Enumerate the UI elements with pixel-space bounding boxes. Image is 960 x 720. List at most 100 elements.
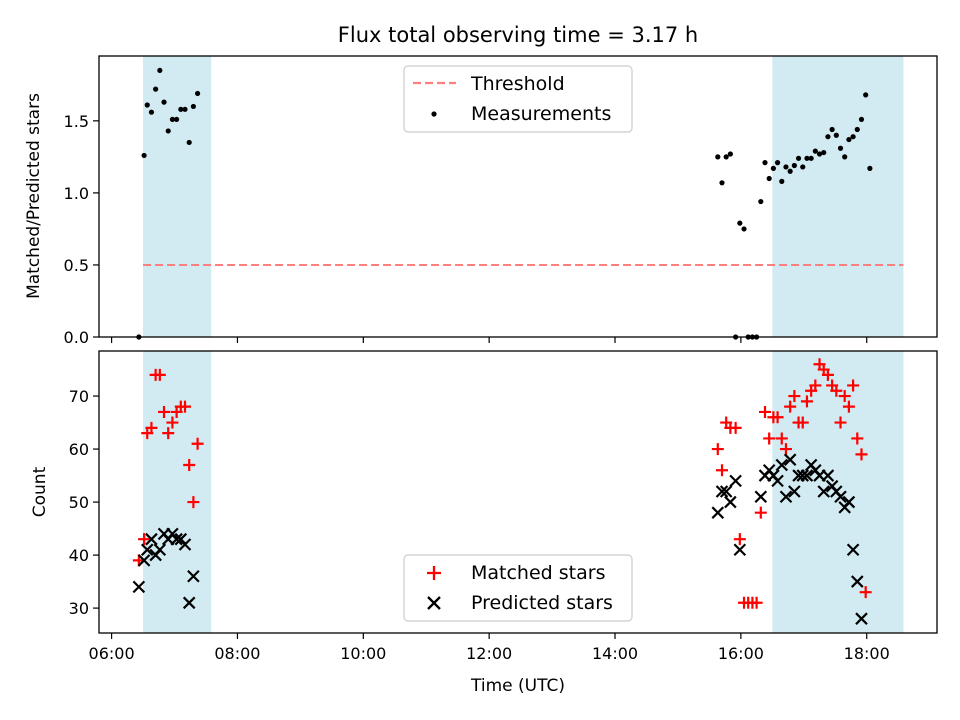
matched-star-point bbox=[796, 416, 809, 429]
x-tick-label: 08:00 bbox=[214, 644, 260, 663]
matched-star-point bbox=[166, 416, 179, 429]
measurement-point bbox=[829, 126, 835, 133]
y-tick-label: 1.0 bbox=[64, 184, 89, 203]
shaded-band bbox=[772, 56, 904, 337]
measurement-point bbox=[804, 155, 810, 161]
y-tick-label: 0.5 bbox=[64, 256, 89, 275]
measurement-point bbox=[153, 86, 159, 92]
measurement-point bbox=[766, 175, 772, 182]
predicted-star-point bbox=[842, 495, 856, 509]
predicted-star-point bbox=[733, 543, 747, 557]
predicted-star-point bbox=[855, 612, 868, 625]
matched-star-point bbox=[821, 368, 834, 381]
predicted-star-point bbox=[137, 554, 151, 567]
predicted-star-point bbox=[715, 485, 729, 498]
measurement-point bbox=[850, 134, 856, 140]
predicted-star-point bbox=[817, 485, 831, 498]
matched-star-point bbox=[859, 586, 872, 599]
measurement-point bbox=[719, 180, 725, 186]
measurement-point bbox=[783, 164, 789, 170]
legend-predicted-label: Predicted stars bbox=[471, 592, 613, 614]
measurement-point bbox=[774, 160, 781, 166]
measurement-point bbox=[141, 152, 147, 159]
matched-star-point bbox=[788, 390, 801, 403]
matched-star-point bbox=[711, 443, 724, 456]
measurement-point bbox=[833, 132, 839, 138]
matched-star-point bbox=[138, 533, 151, 546]
measurement-point bbox=[194, 90, 201, 97]
predicted-star-point bbox=[170, 532, 183, 546]
top-y-ticks: 0.0 0.5 1.0 1.5 bbox=[64, 112, 99, 347]
matched-star-point bbox=[153, 368, 166, 381]
y-tick-label: 50 bbox=[69, 493, 89, 512]
shaded-band bbox=[143, 351, 212, 633]
measurement-point bbox=[715, 154, 721, 160]
top-panel: 0.0 0.5 1.0 1.5 Matched/Predicted stars Thr… bbox=[24, 55, 938, 347]
measurement-point bbox=[727, 151, 733, 157]
predicted-star-point bbox=[187, 570, 200, 583]
matched-star-point bbox=[179, 400, 192, 413]
measurement-point bbox=[800, 164, 806, 170]
measurement-point bbox=[762, 160, 768, 166]
measurement-point bbox=[174, 116, 180, 123]
predicted-star-point bbox=[140, 543, 154, 557]
predicted-star-point bbox=[851, 575, 864, 588]
predicted-star-point bbox=[132, 580, 146, 594]
measurement-point bbox=[842, 154, 848, 160]
shaded-band bbox=[143, 56, 212, 337]
matched-star-point bbox=[847, 379, 860, 392]
matched-star-point bbox=[838, 390, 851, 403]
measurement-point bbox=[867, 165, 873, 171]
top-x-ticks bbox=[110, 337, 868, 343]
measurement-point bbox=[186, 139, 192, 146]
measurement-point bbox=[190, 103, 196, 110]
matched-star-point bbox=[729, 421, 742, 434]
matched-star-point bbox=[162, 427, 175, 440]
predicted-star-point bbox=[711, 506, 725, 519]
predicted-star-point bbox=[145, 532, 158, 546]
predicted-star-point bbox=[771, 474, 784, 488]
matched-star-point bbox=[771, 411, 784, 424]
bottom-legend: Matched stars Predicted stars bbox=[403, 554, 633, 622]
bottom-y-ticks: 30 40 50 60 70 bbox=[69, 387, 99, 618]
measurement-point bbox=[808, 155, 814, 161]
legend-predicted-swatch bbox=[427, 596, 441, 610]
predicted-star-point bbox=[796, 469, 810, 482]
bottom-axes-frame bbox=[98, 350, 938, 634]
matched-star-point bbox=[187, 496, 200, 509]
y-tick-label: 40 bbox=[69, 546, 89, 565]
y-tick-label: 60 bbox=[69, 440, 89, 459]
measurement-point bbox=[821, 149, 827, 156]
measurement-point bbox=[854, 126, 860, 133]
measurement-point bbox=[779, 178, 785, 184]
predicted-star-point bbox=[729, 474, 742, 488]
matched-star-point bbox=[758, 405, 771, 418]
measurement-point bbox=[770, 165, 776, 171]
bottom-panel: 30 40 50 60 70 06:00 08:00 10:00 12:00 14:00 16:0… bbox=[30, 350, 938, 696]
top-legend: Threshold Measurements bbox=[403, 65, 633, 133]
measurement-point bbox=[165, 128, 171, 134]
legend-matched-swatch bbox=[427, 566, 441, 580]
measurement-point bbox=[148, 109, 155, 115]
measurement-point bbox=[741, 226, 747, 232]
measurement-points bbox=[136, 67, 873, 340]
predicted-star-point bbox=[783, 453, 797, 466]
measurement-point bbox=[169, 116, 176, 123]
measurement-point bbox=[812, 148, 818, 154]
predicted-star-point bbox=[846, 543, 860, 557]
matched-star-point bbox=[750, 596, 763, 609]
measurement-point bbox=[787, 168, 793, 174]
measurement-point bbox=[863, 92, 869, 98]
bottom-y-axis-label: Count bbox=[30, 466, 50, 517]
matched-star-point bbox=[851, 432, 864, 445]
predicted-star-point bbox=[182, 596, 196, 610]
matched-star-point bbox=[809, 379, 822, 392]
legend-threshold-label: Threshold bbox=[470, 73, 565, 95]
legend-measurements-label: Measurements bbox=[471, 103, 611, 125]
measurement-point bbox=[837, 145, 844, 151]
top-y-axis-label: Matched/Predicted stars bbox=[24, 93, 44, 299]
measurement-point bbox=[737, 220, 743, 226]
matched-star-point bbox=[754, 506, 767, 519]
matched-star-point bbox=[733, 533, 746, 546]
